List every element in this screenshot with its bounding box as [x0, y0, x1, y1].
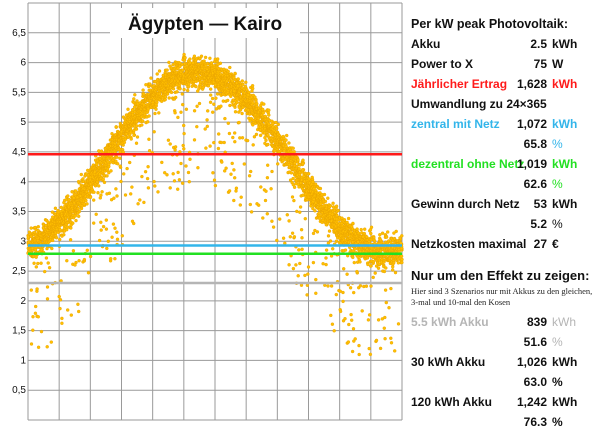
row-unit: %: [552, 217, 563, 231]
row-zentral: zentral mit Netz 1,072 kWh: [411, 114, 597, 134]
row-unit: %: [552, 375, 563, 389]
row-value: 1,072: [516, 117, 547, 131]
row-scenario-120: 120 kWh Akku 1,242 kWh: [411, 392, 597, 412]
info-panel: Per kW peak Photovoltaik: Akku 2.5 kWh P…: [411, 14, 597, 432]
row-unit: W: [552, 57, 564, 71]
row-scenario-30-percent: 63.0 %: [411, 372, 597, 392]
row-jaehrlicher-ertrag: Jährlicher Ertrag 1,628 kWh: [411, 74, 597, 94]
row-scenario-5-5-percent: 51.6 %: [411, 332, 597, 352]
title-background: [110, 8, 300, 38]
row-gewinn-percent: 5.2 %: [411, 214, 597, 234]
y-tick-label: 4: [20, 177, 26, 188]
effekt-heading: Nur um den Effekt zu zeigen:: [411, 268, 590, 283]
effekt-note: Hier sind 3 Szenarios nur mit Akkus zu d…: [411, 286, 593, 307]
y-tick-label: 3,5: [12, 207, 26, 218]
row-unit: kWh: [552, 355, 578, 369]
row-value: 75: [533, 57, 547, 71]
row-value: 5.2: [530, 217, 547, 231]
row-label: dezentral ohne Netz: [411, 157, 525, 171]
row-scenario-30: 30 kWh Akku 1,026 kWh: [411, 352, 597, 372]
reference-lines: [28, 153, 402, 285]
y-tick-label: 6: [20, 58, 26, 69]
row-gewinn: Gewinn durch Netz 53 kWh: [411, 194, 597, 214]
spacer: [411, 254, 597, 266]
data-points: [26, 52, 404, 357]
y-tick-label: 4,5: [12, 147, 26, 158]
row-zentral-percent: 65.8 %: [411, 134, 597, 154]
row-unit: kWh: [552, 315, 576, 329]
row-value: 2.5: [530, 37, 547, 51]
row-label: 30 kWh Akku: [411, 355, 486, 369]
y-tick-label: 1: [20, 355, 26, 366]
row-scenario-5-5: 5.5 kWh Akku 839 kWh: [411, 312, 597, 332]
row-unit: %: [552, 177, 563, 191]
row-unit: kWh: [552, 37, 578, 51]
row-value: 839: [526, 315, 547, 329]
row-label: 5.5 kWh Akku: [411, 315, 489, 329]
y-tick-label: 0,5: [12, 385, 26, 396]
row-unit: kWh: [552, 117, 578, 131]
row-unit: kWh: [552, 157, 578, 171]
row-label: 120 kWh Akku: [411, 395, 492, 409]
row-netzkosten: Netzkosten maximal 27 €: [411, 234, 597, 254]
row-label: Netzkosten maximal: [411, 237, 527, 251]
y-tick-label: 2,5: [12, 266, 26, 277]
panel-heading: Per kW peak Photovoltaik:: [411, 17, 568, 31]
row-unit: €: [552, 237, 559, 251]
y-axis-ticks: 0,5 1 1,5 2 2,5 3 3,5 4 4,5 5 5,5 6 6,5: [12, 28, 26, 396]
row-value: 65.8: [523, 137, 547, 151]
conversion-heading: Umwandlung zu 24×365: [411, 94, 597, 114]
row-unit: %: [552, 415, 563, 429]
y-tick-label: 5,5: [12, 87, 26, 98]
row-value: 62.6: [523, 177, 547, 191]
row-value: 76.3: [523, 415, 547, 429]
row-unit: kWh: [552, 395, 578, 409]
conversion-heading-text: Umwandlung zu 24×365: [411, 97, 547, 111]
row-dezentral-percent: 62.6 %: [411, 174, 597, 194]
row-unit: %: [552, 335, 563, 349]
row-value: 1,019: [516, 157, 547, 171]
y-tick-label: 2: [20, 296, 26, 307]
chart-title: Ägypten — Kairo: [128, 14, 282, 35]
row-unit: kWh: [552, 197, 578, 211]
row-value: 27: [533, 237, 547, 251]
row-label: Power to X: [411, 57, 474, 71]
row-unit: kWh: [552, 77, 578, 91]
row-dezentral: dezentral ohne Netz 1,019 kWh: [411, 154, 597, 174]
row-value: 51.6: [523, 335, 547, 349]
y-tick-label: 1,5: [12, 326, 26, 337]
row-value: 1,628: [516, 77, 547, 91]
row-label: Jährlicher Ertrag: [411, 77, 508, 91]
y-tick-label: 6,5: [12, 28, 26, 39]
row-value: 1,026: [516, 355, 547, 369]
row-power-to-x: Power to X 75 W: [411, 54, 597, 74]
scatter-chart: 0,5 1 1,5 2 2,5 3 3,5 4 4,5 5 5,5 6 6,5 Ägypten — Ka…: [12, 2, 404, 421]
row-label: zentral mit Netz: [411, 117, 500, 131]
row-label: Akku: [411, 37, 441, 51]
row-label: Gewinn durch Netz: [411, 197, 520, 211]
y-tick-label: 3: [20, 236, 26, 247]
row-unit: %: [552, 137, 563, 151]
row-value: 53: [533, 197, 547, 211]
y-tick-label: 5: [20, 117, 26, 128]
row-value: 63.0: [523, 375, 547, 389]
row-akku: Akku 2.5 kWh: [411, 34, 597, 54]
row-scenario-120-percent: 76.3 %: [411, 412, 597, 432]
row-value: 1,242: [516, 395, 547, 409]
